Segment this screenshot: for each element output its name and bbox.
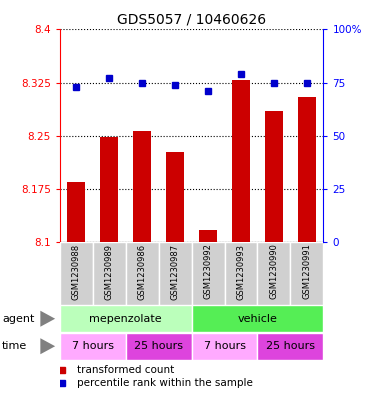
Polygon shape bbox=[40, 311, 55, 327]
Bar bbox=[166, 152, 184, 242]
Text: GSM1230993: GSM1230993 bbox=[236, 244, 246, 299]
Title: GDS5057 / 10460626: GDS5057 / 10460626 bbox=[117, 13, 266, 27]
Text: transformed count: transformed count bbox=[77, 365, 174, 375]
Text: time: time bbox=[2, 341, 27, 351]
Text: GSM1230991: GSM1230991 bbox=[302, 244, 311, 299]
Text: GSM1230992: GSM1230992 bbox=[204, 244, 213, 299]
Bar bbox=[60, 305, 191, 332]
Bar bbox=[191, 242, 224, 305]
Text: agent: agent bbox=[2, 314, 34, 324]
Bar bbox=[191, 333, 258, 360]
Bar bbox=[258, 242, 290, 305]
Text: 25 hours: 25 hours bbox=[266, 341, 315, 351]
Bar bbox=[133, 130, 151, 242]
Bar bbox=[265, 111, 283, 242]
Text: GSM1230989: GSM1230989 bbox=[105, 244, 114, 299]
Bar bbox=[199, 230, 217, 242]
Bar bbox=[60, 242, 93, 305]
Text: GSM1230986: GSM1230986 bbox=[137, 244, 147, 300]
Bar bbox=[191, 305, 323, 332]
Bar bbox=[67, 182, 85, 242]
Bar bbox=[126, 333, 191, 360]
Bar bbox=[224, 242, 258, 305]
Bar bbox=[60, 333, 126, 360]
Bar bbox=[126, 242, 159, 305]
Text: vehicle: vehicle bbox=[238, 314, 278, 324]
Text: percentile rank within the sample: percentile rank within the sample bbox=[77, 378, 253, 388]
Text: 25 hours: 25 hours bbox=[134, 341, 183, 351]
Text: GSM1230987: GSM1230987 bbox=[171, 244, 179, 300]
Bar bbox=[159, 242, 191, 305]
Text: 7 hours: 7 hours bbox=[72, 341, 114, 351]
Text: GSM1230988: GSM1230988 bbox=[72, 244, 81, 300]
Bar bbox=[298, 97, 316, 242]
Text: 7 hours: 7 hours bbox=[204, 341, 246, 351]
Bar bbox=[232, 81, 250, 242]
Bar bbox=[100, 137, 118, 242]
Polygon shape bbox=[40, 338, 55, 354]
Bar bbox=[290, 242, 323, 305]
Text: GSM1230990: GSM1230990 bbox=[270, 244, 278, 299]
Text: mepenzolate: mepenzolate bbox=[89, 314, 162, 324]
Bar bbox=[93, 242, 126, 305]
Bar bbox=[258, 333, 323, 360]
